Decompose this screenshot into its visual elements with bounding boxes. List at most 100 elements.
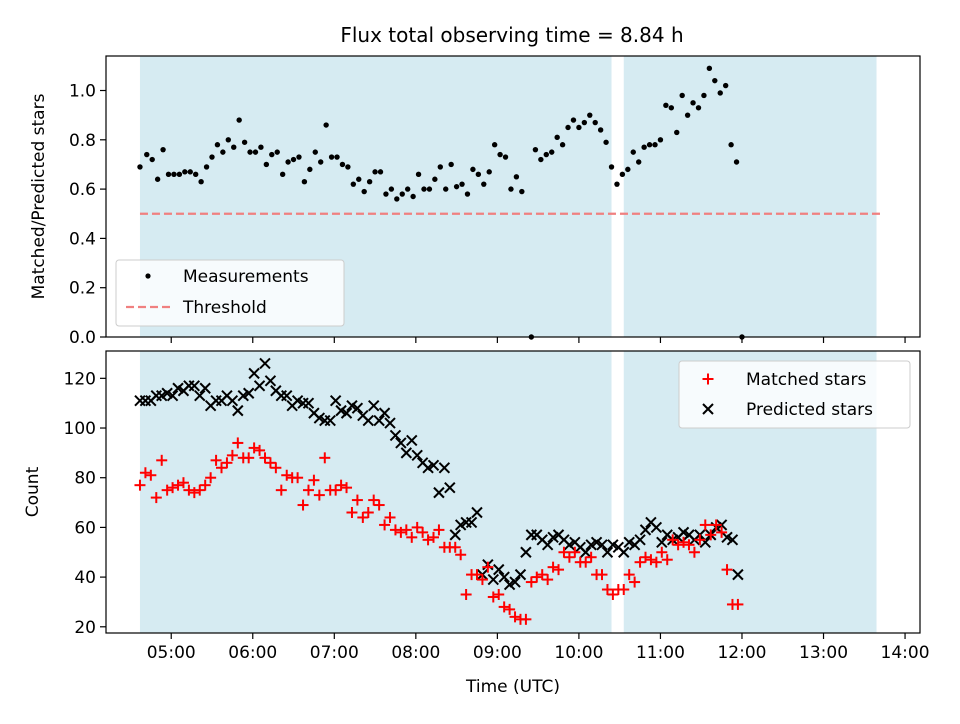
predicted-point	[395, 437, 407, 449]
legend-matched-marker	[702, 373, 714, 385]
count-legend-box	[678, 360, 911, 429]
x-tick-label: 06:00	[228, 643, 277, 663]
measurement-point	[404, 186, 411, 192]
y-tick-label: 1.0	[69, 82, 96, 102]
matched-point	[672, 539, 684, 551]
matched-point	[313, 489, 325, 501]
matched-point	[428, 531, 440, 543]
matched-point	[699, 519, 711, 531]
matched-point	[188, 487, 200, 499]
matched-point	[661, 554, 673, 566]
predicted-point	[232, 404, 244, 417]
predicted-point	[378, 407, 391, 419]
matched-point	[319, 452, 331, 464]
measurement-point	[334, 154, 340, 160]
matched-point	[449, 541, 461, 553]
measurement-point	[636, 159, 642, 165]
matched-point	[547, 561, 559, 573]
matched-point	[302, 484, 314, 496]
measurement-point	[597, 127, 604, 133]
measurement-point	[274, 149, 280, 155]
predicted-point	[498, 571, 510, 583]
matched-point	[580, 556, 592, 568]
measurement-point	[674, 129, 680, 136]
matched-point	[297, 499, 309, 511]
legend-predicted-label: Predicted stars	[746, 400, 873, 420]
matched-point	[275, 484, 287, 496]
measurement-point	[231, 144, 237, 150]
measurement-point	[269, 151, 275, 158]
measurement-point	[712, 77, 718, 84]
matched-point	[629, 576, 641, 588]
measurement-point	[508, 186, 514, 192]
measurement-point	[301, 179, 308, 185]
matched-point	[389, 524, 401, 536]
matched-point	[656, 546, 668, 558]
measurement-point	[706, 65, 713, 72]
measurement-point	[252, 149, 259, 155]
measurement-point	[203, 164, 210, 170]
legend-plus-glyph	[702, 373, 714, 385]
predicted-point	[373, 414, 385, 427]
legend-threshold-label: Threshold	[182, 298, 267, 318]
measurement-point	[625, 166, 631, 173]
matched-point	[254, 444, 266, 456]
matched-point	[618, 584, 630, 596]
predicted-point	[596, 539, 608, 551]
matched-point	[601, 584, 613, 596]
measurement-point	[459, 181, 465, 187]
matched-point	[264, 457, 276, 469]
measurement-point	[372, 169, 378, 175]
predicted-point	[253, 380, 266, 392]
measurement-point	[543, 151, 549, 158]
measurement-point	[475, 171, 482, 178]
predicted-point	[514, 568, 527, 581]
matched-point	[455, 549, 467, 561]
measurement-point	[187, 169, 193, 175]
y-tick-label: 40	[74, 568, 96, 588]
matched-point	[308, 474, 320, 486]
matched-point	[487, 591, 499, 603]
ratio-axes-frame	[105, 55, 921, 338]
count-axes-frame	[105, 350, 921, 634]
measurement-point	[214, 142, 221, 148]
x-tick-label: 14:00	[881, 643, 930, 663]
count-points	[134, 357, 744, 625]
legend-measurements-marker	[145, 273, 151, 279]
x-tick-label: 12:00	[717, 643, 766, 663]
matched-point	[139, 467, 151, 479]
matched-point	[362, 506, 374, 518]
measurement-point	[570, 117, 577, 123]
matched-point	[232, 437, 244, 449]
predicted-point	[351, 402, 364, 414]
matched-point	[368, 494, 380, 506]
measurement-point	[728, 142, 734, 148]
predicted-point	[601, 546, 614, 558]
matched-point	[531, 571, 543, 583]
matched-point	[716, 526, 728, 538]
chart-title: Flux total observing time = 8.84 h	[340, 23, 683, 47]
matched-point	[341, 482, 353, 494]
predicted-point	[487, 573, 500, 586]
measurement-point	[137, 164, 143, 170]
measurement-point	[225, 137, 232, 143]
predicted-point	[384, 417, 396, 429]
matched-point	[645, 554, 657, 566]
predicted-point	[520, 546, 532, 558]
measurement-point	[377, 169, 384, 175]
measurement-point	[491, 142, 498, 148]
legend-matched-label: Matched stars	[746, 370, 866, 390]
measurement-point	[198, 179, 204, 185]
y-tick-label: 100	[64, 419, 96, 439]
predicted-point	[329, 394, 342, 407]
measurement-point	[453, 183, 460, 190]
y-tick-label: 60	[74, 518, 96, 538]
matched-point	[248, 442, 260, 454]
x-tick-label: 11:00	[636, 643, 685, 663]
measurement-point	[312, 149, 318, 155]
x-tick-label: 05:00	[147, 643, 196, 663]
predicted-point	[411, 449, 423, 462]
matched-point	[471, 569, 483, 581]
